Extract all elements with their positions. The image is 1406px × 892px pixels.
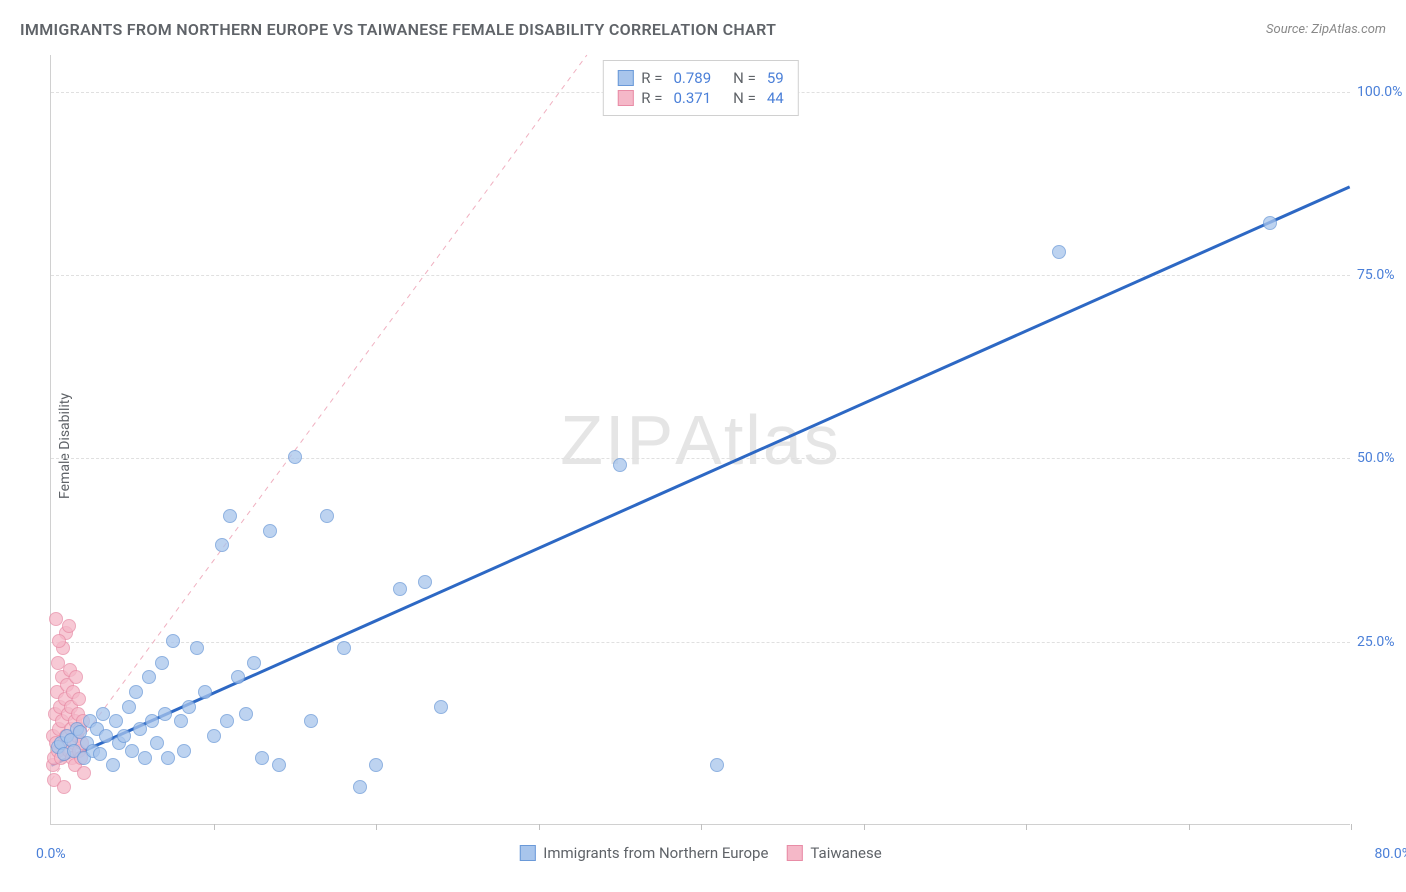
point-taiwanese [49, 612, 63, 626]
swatch-icon [617, 90, 633, 106]
point-northern_europe [96, 707, 110, 721]
point-northern_europe [1052, 245, 1066, 259]
point-northern_europe [158, 707, 172, 721]
y-tick-label: 100.0% [1357, 84, 1406, 100]
point-northern_europe [174, 714, 188, 728]
swatch-icon [617, 70, 633, 86]
point-northern_europe [353, 780, 367, 794]
trend-line-northern_europe [51, 187, 1349, 766]
y-tick-label: 25.0% [1357, 634, 1406, 650]
gridline [51, 642, 1350, 643]
watermark: ZIPAtlas [560, 400, 841, 480]
swatch-icon [786, 845, 802, 861]
legend-r-label: R = [641, 69, 662, 87]
point-northern_europe [304, 714, 318, 728]
point-northern_europe [263, 524, 277, 538]
legend-n-value: 59 [767, 69, 784, 87]
point-northern_europe [1263, 216, 1277, 230]
point-northern_europe [150, 736, 164, 750]
gridline [51, 458, 1350, 459]
legend-series-label: Immigrants from Northern Europe [543, 844, 768, 862]
point-northern_europe [122, 700, 136, 714]
x-tick [1026, 824, 1027, 830]
gridline [51, 275, 1350, 276]
chart-title: IMMIGRANTS FROM NORTHERN EUROPE VS TAIWA… [20, 20, 776, 39]
legend-r-label: R = [641, 89, 662, 107]
point-northern_europe [393, 582, 407, 596]
legend-n-value: 44 [767, 89, 784, 107]
point-northern_europe [207, 729, 221, 743]
x-tick [701, 824, 702, 830]
point-northern_europe [337, 641, 351, 655]
point-northern_europe [161, 751, 175, 765]
legend-n-label: N = [733, 69, 756, 87]
trend-line-taiwanese [51, 55, 587, 780]
point-northern_europe [223, 509, 237, 523]
legend-stat-row: R = 0.789 N = 59 [617, 69, 783, 87]
point-northern_europe [106, 758, 120, 772]
point-northern_europe [288, 450, 302, 464]
point-northern_europe [182, 700, 196, 714]
point-northern_europe [155, 656, 169, 670]
point-northern_europe [272, 758, 286, 772]
point-taiwanese [62, 619, 76, 633]
point-taiwanese [72, 692, 86, 706]
point-northern_europe [613, 458, 627, 472]
point-taiwanese [57, 780, 71, 794]
x-tick [214, 824, 215, 830]
point-northern_europe [231, 670, 245, 684]
point-northern_europe [239, 707, 253, 721]
point-northern_europe [198, 685, 212, 699]
x-tick [864, 824, 865, 830]
x-origin-label: 0.0% [36, 846, 66, 862]
x-max-label: 80.0% [1374, 846, 1406, 862]
y-tick-label: 50.0% [1357, 450, 1406, 466]
header: IMMIGRANTS FROM NORTHERN EUROPE VS TAIWA… [20, 20, 1386, 39]
point-taiwanese [52, 634, 66, 648]
legend-stats: R = 0.789 N = 59 R = 0.371 N = 44 [602, 60, 798, 116]
point-taiwanese [69, 670, 83, 684]
legend-stat-row: R = 0.371 N = 44 [617, 89, 783, 107]
x-tick [1351, 824, 1352, 830]
point-northern_europe [99, 729, 113, 743]
legend-series-item: Taiwanese [786, 844, 881, 862]
legend-r-value: 0.371 [673, 89, 711, 107]
point-northern_europe [255, 751, 269, 765]
legend-r-value: 0.789 [673, 69, 711, 87]
swatch-icon [519, 845, 535, 861]
point-northern_europe [109, 714, 123, 728]
point-northern_europe [125, 744, 139, 758]
legend-n-label: N = [733, 89, 756, 107]
point-northern_europe [710, 758, 724, 772]
x-tick [1189, 824, 1190, 830]
source-attribution: Source: ZipAtlas.com [1266, 22, 1386, 37]
point-northern_europe [320, 509, 334, 523]
x-tick [539, 824, 540, 830]
point-northern_europe [418, 575, 432, 589]
point-northern_europe [369, 758, 383, 772]
point-northern_europe [177, 744, 191, 758]
point-northern_europe [145, 714, 159, 728]
point-northern_europe [138, 751, 152, 765]
point-northern_europe [434, 700, 448, 714]
point-northern_europe [166, 634, 180, 648]
point-northern_europe [215, 538, 229, 552]
plot-area: ZIPAtlas 25.0%50.0%75.0%100.0% R =0.789N… [50, 55, 1350, 825]
point-northern_europe [142, 670, 156, 684]
point-taiwanese [77, 766, 91, 780]
point-northern_europe [117, 729, 131, 743]
point-northern_europe [93, 747, 107, 761]
legend-series-item: Immigrants from Northern Europe [519, 844, 768, 862]
point-northern_europe [190, 641, 204, 655]
x-tick [376, 824, 377, 830]
legend-series: Immigrants from Northern Europe Taiwanese [519, 844, 881, 862]
legend-series-label: Taiwanese [810, 844, 881, 862]
point-northern_europe [129, 685, 143, 699]
y-tick-label: 75.0% [1357, 267, 1406, 283]
point-northern_europe [247, 656, 261, 670]
point-northern_europe [220, 714, 234, 728]
